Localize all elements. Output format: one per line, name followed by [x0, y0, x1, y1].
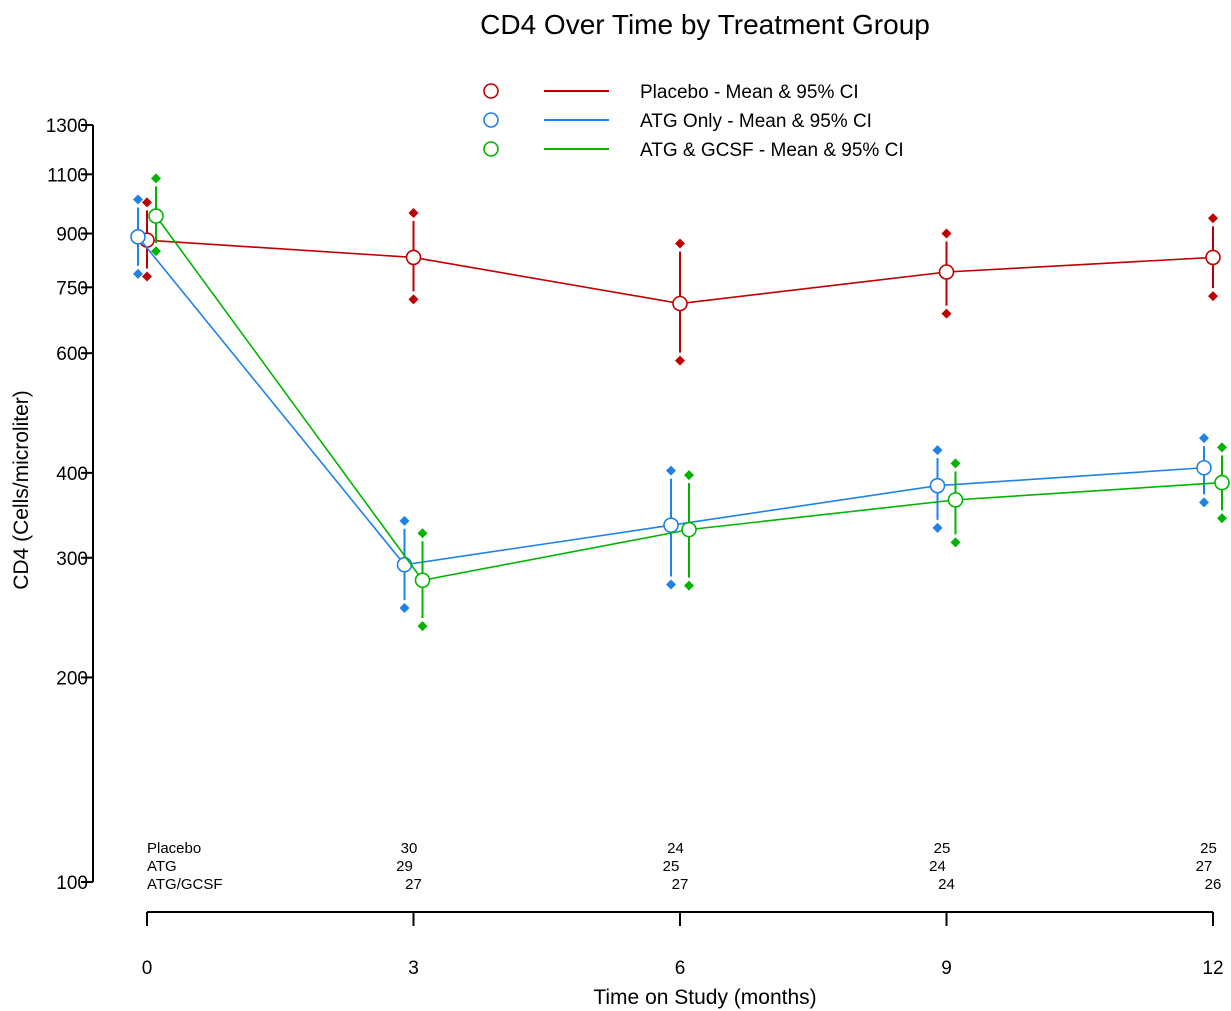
mean-point: [1214, 474, 1230, 491]
mean-point: [929, 477, 946, 494]
risk-count: 24: [929, 858, 946, 875]
ci-lower-marker: [399, 603, 410, 614]
y-tick-label: 200: [56, 668, 88, 689]
ci-upper-marker: [950, 458, 961, 469]
mean-point: [396, 556, 413, 573]
mean-point: [947, 492, 964, 508]
risk-row-label: ATG: [147, 858, 177, 875]
plot-area: [130, 173, 1230, 632]
ci-lower-marker: [684, 580, 694, 591]
x-tick-label: 9: [941, 958, 952, 979]
series-1: [130, 194, 1212, 614]
ci-lower-marker: [666, 579, 676, 590]
ci-upper-marker: [1217, 442, 1227, 453]
y-tick-label: 400: [56, 464, 88, 485]
mean-point: [1205, 249, 1221, 266]
legend-marker: [483, 83, 499, 99]
risk-count: 26: [1205, 876, 1222, 893]
x-tick-label: 12: [1202, 958, 1223, 979]
ci-upper-marker: [941, 228, 952, 239]
legend-label: ATG & GCSF - Mean & 95% CI: [640, 140, 904, 161]
ci-lower-marker: [1199, 497, 1209, 508]
legend-label: Placebo - Mean & 95% CI: [640, 82, 859, 103]
legend-marker: [483, 141, 499, 157]
mean-point: [405, 249, 422, 266]
ci-lower-marker: [151, 246, 161, 257]
x-axis-label: Time on Study (months): [593, 986, 816, 1009]
mean-point: [672, 295, 688, 312]
series-0: [139, 197, 1221, 366]
chart-title: CD4 Over Time by Treatment Group: [480, 9, 930, 40]
risk-count: 27: [672, 876, 689, 893]
y-tick-label: 300: [56, 549, 88, 570]
risk-row-label: Placebo: [147, 840, 201, 857]
ci-upper-marker: [133, 194, 143, 205]
ci-lower-marker: [941, 308, 952, 319]
risk-count: 25: [1200, 840, 1217, 857]
mean-point: [681, 521, 697, 538]
ci-lower-marker: [1217, 513, 1227, 524]
y-axis: 100 200 300 400 600 750 900 1100 1300: [46, 116, 94, 894]
risk-count: 27: [405, 876, 422, 893]
x-tick-label: 3: [408, 958, 419, 979]
x-tick-label: 6: [675, 958, 686, 979]
ci-lower-marker: [408, 294, 419, 305]
ci-upper-marker: [142, 197, 152, 208]
risk-count: 29: [396, 858, 413, 875]
legend-label: ATG Only - Mean & 95% CI: [640, 111, 872, 132]
mean-point: [938, 264, 955, 280]
ci-lower-marker: [675, 355, 685, 366]
mean-point: [148, 208, 164, 224]
y-tick-label: 1300: [46, 116, 88, 137]
y-tick-label: 600: [56, 344, 88, 365]
mean-point: [663, 517, 679, 533]
risk-count: 25: [934, 840, 951, 857]
ci-upper-marker: [684, 470, 694, 481]
y-tick-label: 1100: [47, 165, 88, 186]
ci-upper-marker: [932, 445, 943, 456]
risk-count: 24: [938, 876, 955, 893]
risk-count: 25: [663, 858, 680, 875]
risk-count: 27: [1196, 858, 1213, 875]
x-tick-label: 0: [142, 958, 153, 979]
ci-upper-marker: [151, 173, 161, 184]
ci-upper-marker: [1199, 433, 1209, 444]
risk-count: 24: [667, 840, 684, 857]
ci-lower-marker: [932, 522, 943, 533]
ci-upper-marker: [408, 207, 419, 218]
series-2: [148, 173, 1230, 632]
ci-upper-marker: [399, 515, 410, 526]
ci-lower-marker: [1208, 291, 1218, 302]
ci-upper-marker: [417, 528, 428, 539]
y-tick-label: 750: [56, 278, 88, 299]
x-axis: 0 3 6 9 12: [142, 911, 1224, 979]
ci-upper-marker: [1208, 213, 1218, 224]
mean-point: [1196, 459, 1212, 476]
ci-lower-marker: [142, 271, 152, 282]
legend-marker: [483, 112, 499, 128]
y-axis-label: CD4 (Cells/microliter): [10, 390, 33, 590]
mean-point: [130, 229, 146, 245]
y-tick-label: 100: [56, 873, 88, 894]
risk-row-label: ATG/GCSF: [147, 876, 223, 893]
y-tick-label: 900: [56, 225, 88, 246]
ci-upper-marker: [675, 238, 685, 249]
risk-count: 30: [401, 840, 418, 857]
mean-point: [414, 572, 431, 589]
ci-lower-marker: [417, 621, 428, 632]
ci-lower-marker: [133, 268, 143, 279]
ci-upper-marker: [666, 465, 676, 476]
ci-lower-marker: [950, 537, 961, 548]
legend: Placebo - Mean & 95% CI ATG Only - Mean &…: [483, 82, 904, 161]
